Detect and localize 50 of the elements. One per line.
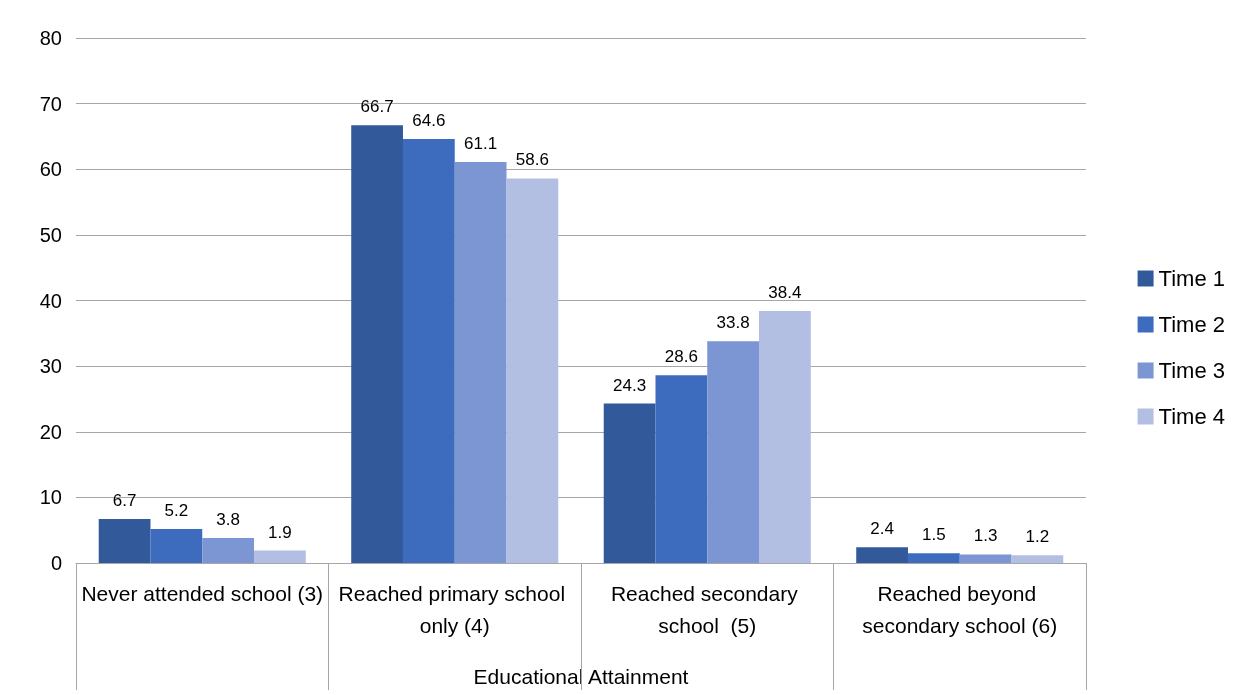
legend-label: Time 1 <box>1158 266 1225 291</box>
bar <box>959 554 1012 563</box>
bar <box>351 125 403 563</box>
data-label: 3.8 <box>216 510 240 530</box>
bar <box>707 341 760 563</box>
bar <box>655 375 708 563</box>
x-tick-label: Reached secondary school (5) <box>610 581 804 637</box>
bar <box>254 550 306 563</box>
data-label: 33.8 <box>716 313 750 333</box>
bar <box>150 528 203 563</box>
y-tick-label: 80 <box>39 27 62 49</box>
data-label: 61.1 <box>464 134 498 154</box>
data-label: 24.3 <box>613 375 647 395</box>
y-tick-label: 20 <box>39 420 62 443</box>
legend-label: Time 4 <box>1158 404 1225 429</box>
bar <box>856 547 908 563</box>
data-label: 1.5 <box>922 525 946 545</box>
y-tick-label: 30 <box>39 355 62 378</box>
x-axis-title: Educational Attainment <box>473 665 689 688</box>
legend-label: Time 2 <box>1158 312 1225 337</box>
bar <box>603 403 656 563</box>
bar <box>1011 555 1064 563</box>
y-tick-label: 60 <box>39 158 62 181</box>
data-label: 28.6 <box>664 347 698 367</box>
bar <box>759 311 811 563</box>
bar <box>202 538 255 563</box>
data-label: 66.7 <box>360 97 394 117</box>
data-label: 38.4 <box>768 283 802 302</box>
bar <box>454 162 507 563</box>
data-label: 1.3 <box>973 526 998 546</box>
data-label: 6.7 <box>112 491 137 511</box>
bar <box>402 139 455 563</box>
data-label: 64.6 <box>412 111 446 131</box>
y-tick-label: 10 <box>39 486 62 509</box>
bar <box>907 553 960 563</box>
data-label: 1.2 <box>1025 527 1050 547</box>
data-label: 2.4 <box>870 519 894 539</box>
bar <box>98 519 151 563</box>
data-label: 1.9 <box>268 522 292 542</box>
x-tick-label: Reached beyond secondary school (6) <box>862 581 1058 637</box>
y-tick-label: 40 <box>39 289 62 312</box>
x-tick-label: Reached primary school only (4) <box>338 581 571 637</box>
data-label: 58.6 <box>515 150 549 170</box>
data-label: 5.2 <box>164 500 189 520</box>
legend-label: Time 3 <box>1158 358 1225 383</box>
y-tick-label: 70 <box>39 92 62 115</box>
y-tick-label: 0 <box>50 552 62 574</box>
x-tick-label: Never attended school (3) <box>81 581 324 605</box>
bar <box>506 178 559 563</box>
y-tick-label: 50 <box>39 223 62 246</box>
